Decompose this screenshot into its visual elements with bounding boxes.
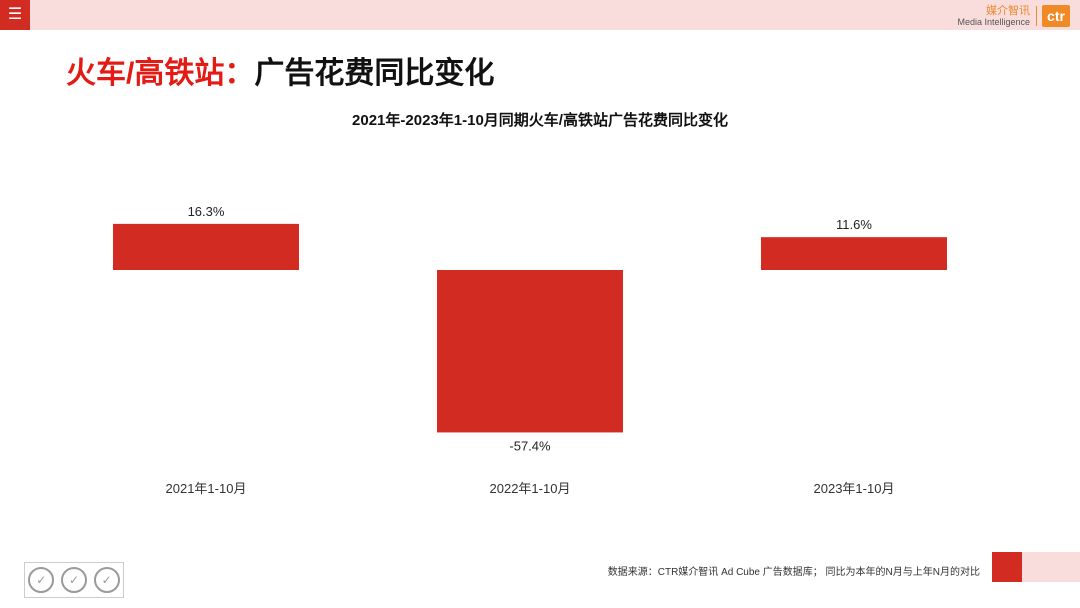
ctr-logo: ctr — [1042, 5, 1070, 27]
page-title-highlight: 火车/高铁站： — [66, 57, 255, 90]
data-label-3: 11.6% — [836, 217, 872, 232]
brand: 媒介智讯 Media Intelligence ctr — [957, 4, 1070, 28]
bar-1 — [113, 223, 299, 270]
top-bar: ☰ 媒介智讯 Media Intelligence ctr — [0, 0, 1080, 30]
category-label-2: 2022年1-10月 — [490, 481, 571, 496]
certification-seal-icon: ✓ — [93, 567, 120, 593]
category-label-3: 2023年1-10月 — [814, 481, 895, 496]
category-label-1: 2021年1-10月 — [166, 481, 247, 496]
source-note: 数据来源：CTR媒介智讯 Ad Cube 广告数据库； 同比为本年的N月与上年N… — [607, 567, 980, 578]
data-label-1: 16.3% — [188, 204, 225, 219]
page-title: 火车/高铁站：广告花费同比变化 — [66, 48, 494, 92]
data-label-2: -57.4% — [509, 438, 551, 453]
bar-2 — [437, 270, 623, 433]
certification-seal-icon: ✓ — [60, 567, 87, 593]
brand-divider — [1036, 6, 1037, 26]
certification-logos: ✓ ✓ ✓ — [24, 562, 124, 598]
brand-text: 媒介智讯 Media Intelligence — [957, 5, 1030, 28]
bar-3 — [761, 237, 947, 270]
page-title-main: 广告花费同比变化 — [254, 57, 495, 90]
chart-title: 2021年-2023年1-10月同期火车/高铁站广告花费同比变化 — [352, 111, 728, 129]
bar-chart: 2021年-2023年1-10月同期火车/高铁站广告花费同比变化 16.3% 20… — [113, 111, 947, 496]
footer: ✓ ✓ ✓ 数据来源：CTR媒介智讯 Ad Cube 广告数据库； 同比为本年的… — [0, 552, 1080, 608]
footer-bar-red — [992, 552, 1022, 582]
certification-seal-icon: ✓ — [28, 567, 55, 593]
brand-name-cn: 媒介智讯 — [986, 4, 1030, 17]
menu-icon[interactable]: ☰ — [0, 0, 30, 30]
bars-group: 16.3% 2021年1-10月 -57.4% 2022年1-10月 11.6% 2023… — [113, 204, 947, 496]
brand-name-en: Media Intelligence — [957, 16, 1030, 27]
